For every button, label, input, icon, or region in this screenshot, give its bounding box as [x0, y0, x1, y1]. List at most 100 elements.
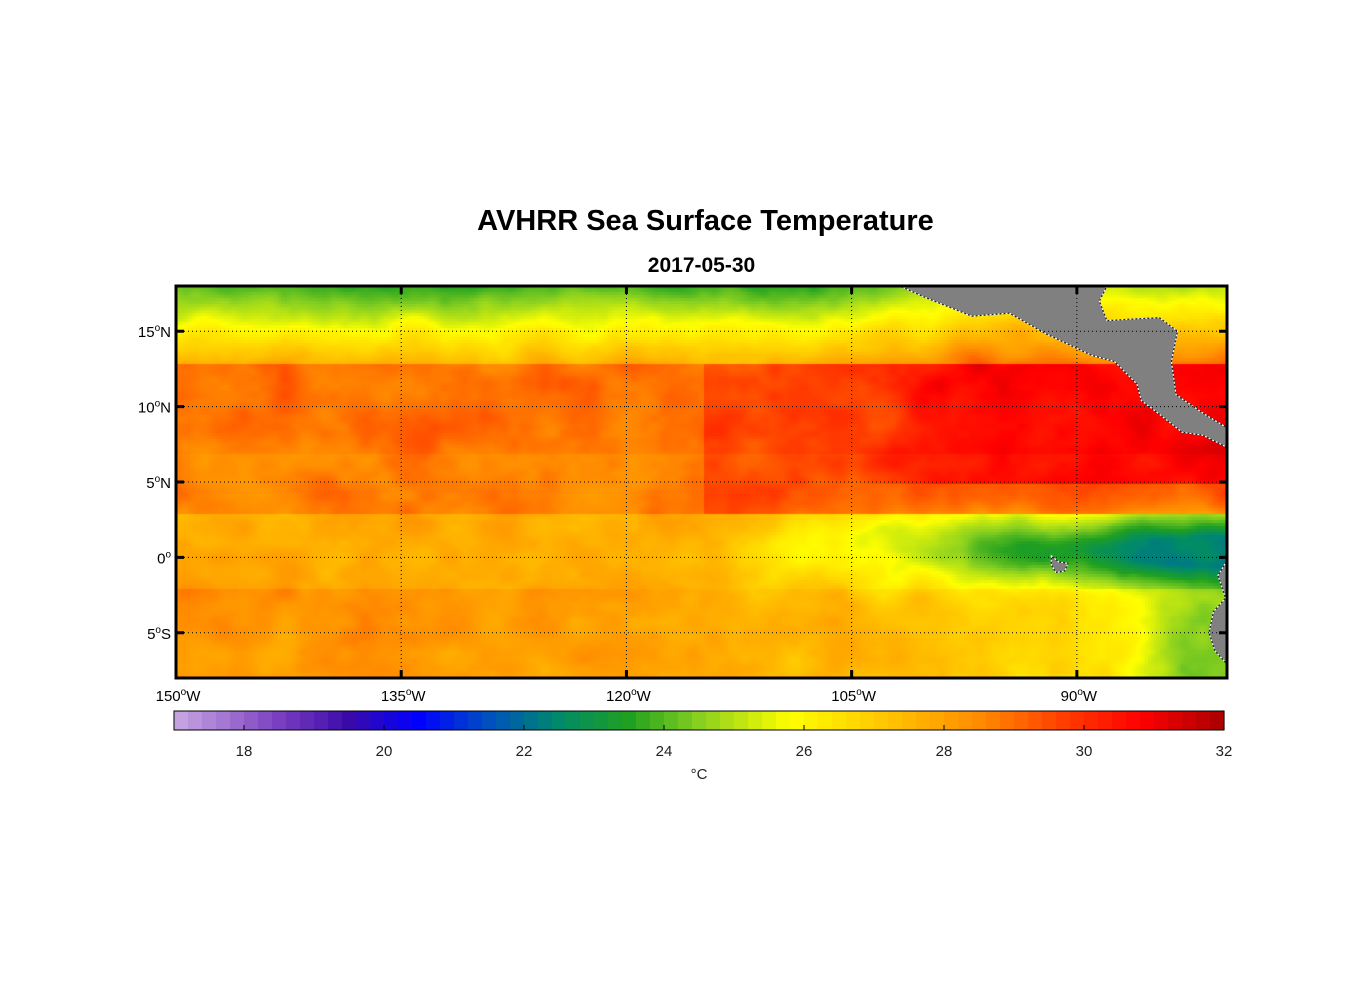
colorbar-cell: [888, 711, 903, 730]
colorbar-cell: [594, 711, 609, 730]
chart-subtitle: 2017-05-30: [647, 254, 756, 277]
colorbar-tick-label: 22: [516, 743, 533, 760]
land-galapagos-coast: [1050, 554, 1069, 574]
colorbar-cell: [384, 711, 399, 730]
colorbar-cell: [818, 711, 833, 730]
colorbar-cell: [916, 711, 931, 730]
axis-ticks: [174, 286, 1227, 678]
colorbar-cell: [944, 711, 959, 730]
colorbar-cell: [370, 711, 385, 730]
colorbar-cell: [258, 711, 273, 730]
colorbar-cell: [272, 711, 287, 730]
colorbar-cell: [734, 711, 749, 730]
colorbar-cell: [720, 711, 735, 730]
colorbar-cell: [846, 711, 861, 730]
colorbar-cell: [454, 711, 469, 730]
colorbar-cell: [286, 711, 301, 730]
colorbar-cell: [216, 711, 231, 730]
colorbar-cell: [762, 711, 777, 730]
colorbar-cell: [230, 711, 245, 730]
colorbar-cell: [748, 711, 763, 730]
colorbar-cell: [244, 711, 259, 730]
colorbar-cell: [972, 711, 987, 730]
colorbar-cell: [174, 711, 189, 730]
colorbar-cell: [1042, 711, 1057, 730]
colorbar-tick-label: 20: [376, 743, 393, 760]
colorbar-cell: [1070, 711, 1085, 730]
colorbar-cell: [300, 711, 315, 730]
land-colombia-coast: [1226, 427, 1227, 547]
colorbar-cell: [524, 711, 539, 730]
sst-heatmap[interactable]: [176, 286, 1266, 678]
colorbar-cell: [986, 711, 1001, 730]
longitude-labels: 150oW 135oW 120oW 105oW 90oW: [156, 687, 1098, 705]
land-central-america-coast: [899, 286, 1227, 448]
lon-tick-label: 120oW: [606, 687, 652, 705]
colorbar: 18 20 22 24 26 28 30 32 °C: [173, 710, 1233, 783]
colorbar-cell: [1028, 711, 1043, 730]
sst-field-canvas: [176, 286, 1227, 678]
colorbar-cell: [314, 711, 329, 730]
colorbar-tick-label: 30: [1076, 743, 1093, 760]
lat-tick-label: 5oS: [147, 625, 171, 643]
colorbar-cell: [860, 711, 875, 730]
colorbar-cell: [538, 711, 553, 730]
colorbar-frame: [173, 710, 1225, 731]
graticule: [176, 286, 1227, 678]
colorbar-tick-label: 32: [1216, 743, 1233, 760]
colorbar-cell: [468, 711, 483, 730]
colorbar-cell: [1210, 711, 1225, 730]
colorbar-tick-label: 26: [796, 743, 813, 760]
colorbar-cell: [426, 711, 441, 730]
colorbar-cell: [440, 711, 455, 730]
lon-tick-label: 150oW: [156, 687, 202, 705]
lat-tick-label: 10oN: [138, 399, 171, 417]
colorbar-cell: [1056, 711, 1071, 730]
lon-tick-label: 90oW: [1061, 687, 1098, 705]
colorbar-tick-label: 24: [656, 743, 673, 760]
colorbar-cell: [328, 711, 343, 730]
colorbar-cell: [1000, 711, 1015, 730]
colorbar-cell: [650, 711, 665, 730]
colorbar-cell: [566, 711, 581, 730]
colorbar-cell: [636, 711, 651, 730]
colorbar-cell: [412, 711, 427, 730]
colorbar-cell: [1098, 711, 1113, 730]
land-colombia: [1226, 427, 1227, 547]
colorbar-cell: [664, 711, 679, 730]
colorbar-cell: [804, 711, 819, 730]
colorbar-cell: [482, 711, 497, 730]
colorbar-cell: [496, 711, 511, 730]
colorbar-cell: [832, 711, 847, 730]
colorbar-cell: [930, 711, 945, 730]
colorbar-cell: [902, 711, 917, 730]
colorbar-cells: [174, 711, 1225, 730]
colorbar-cell: [1168, 711, 1183, 730]
colorbar-cell: [608, 711, 623, 730]
colorbar-cell: [398, 711, 413, 730]
colorbar-cell: [342, 711, 357, 730]
latitude-labels: 15oN 10oN 5oN 0o 5oS: [138, 323, 172, 643]
colorbar-cell: [1126, 711, 1141, 730]
colorbar-cell: [1154, 711, 1169, 730]
colorbar-cell: [958, 711, 973, 730]
chart-title: AVHRR Sea Surface Temperature: [477, 205, 934, 237]
colorbar-cell: [510, 711, 525, 730]
lat-tick-label: 5oN: [146, 474, 171, 492]
lon-tick-label: 105oW: [831, 687, 877, 705]
colorbar-cell: [706, 711, 721, 730]
colorbar-cell: [1112, 711, 1127, 730]
lat-tick-label: 0o: [157, 549, 171, 567]
colorbar-cell: [552, 711, 567, 730]
colorbar-tick-label: 18: [236, 743, 253, 760]
colorbar-ticks: 18 20 22 24 26 28 30 32: [236, 725, 1233, 760]
colorbar-cell: [356, 711, 371, 730]
colorbar-cell: [790, 711, 805, 730]
colorbar-cell: [622, 711, 637, 730]
colorbar-cell: [188, 711, 203, 730]
lat-tick-label: 15oN: [138, 323, 171, 341]
colorbar-tick-label: 28: [936, 743, 953, 760]
colorbar-cell: [678, 711, 693, 730]
colorbar-cell: [1140, 711, 1155, 730]
